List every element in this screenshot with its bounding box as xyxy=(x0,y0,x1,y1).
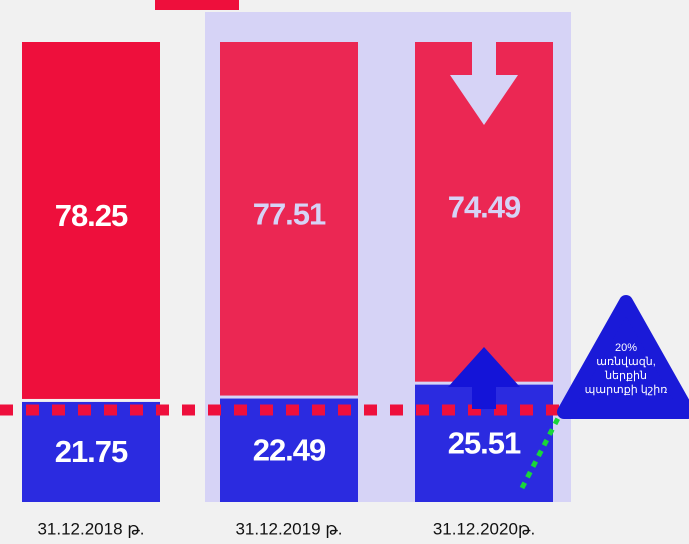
annotation-line: 20% xyxy=(615,342,637,354)
annotation-line: ներքին xyxy=(604,370,647,382)
value-label: 78.25 xyxy=(55,198,128,233)
bars xyxy=(22,42,553,502)
value-label: 74.49 xyxy=(448,190,521,225)
value-label: 22.49 xyxy=(253,432,326,467)
overlay xyxy=(448,40,689,490)
top-accent xyxy=(155,0,239,10)
x-tick-label: 31.12.2019 թ. xyxy=(235,519,342,538)
value-label: 25.51 xyxy=(448,426,521,461)
bar-segment xyxy=(22,401,160,502)
bar-segment xyxy=(220,398,358,502)
bar-segment xyxy=(220,42,358,396)
up-arrow xyxy=(448,347,520,409)
annotation-line: առնվազն, xyxy=(596,356,656,368)
down-arrow xyxy=(450,40,518,125)
annotation-triangle xyxy=(557,295,689,419)
value-label: 21.75 xyxy=(55,434,128,469)
x-tick-label: 31.12.2020թ. xyxy=(433,519,535,538)
x-tick-label: 31.12.2018 թ. xyxy=(37,519,144,538)
bar-segment xyxy=(22,42,160,399)
value-label: 77.51 xyxy=(253,196,326,231)
annotation-line: պարտքի կշիռ xyxy=(585,384,668,396)
